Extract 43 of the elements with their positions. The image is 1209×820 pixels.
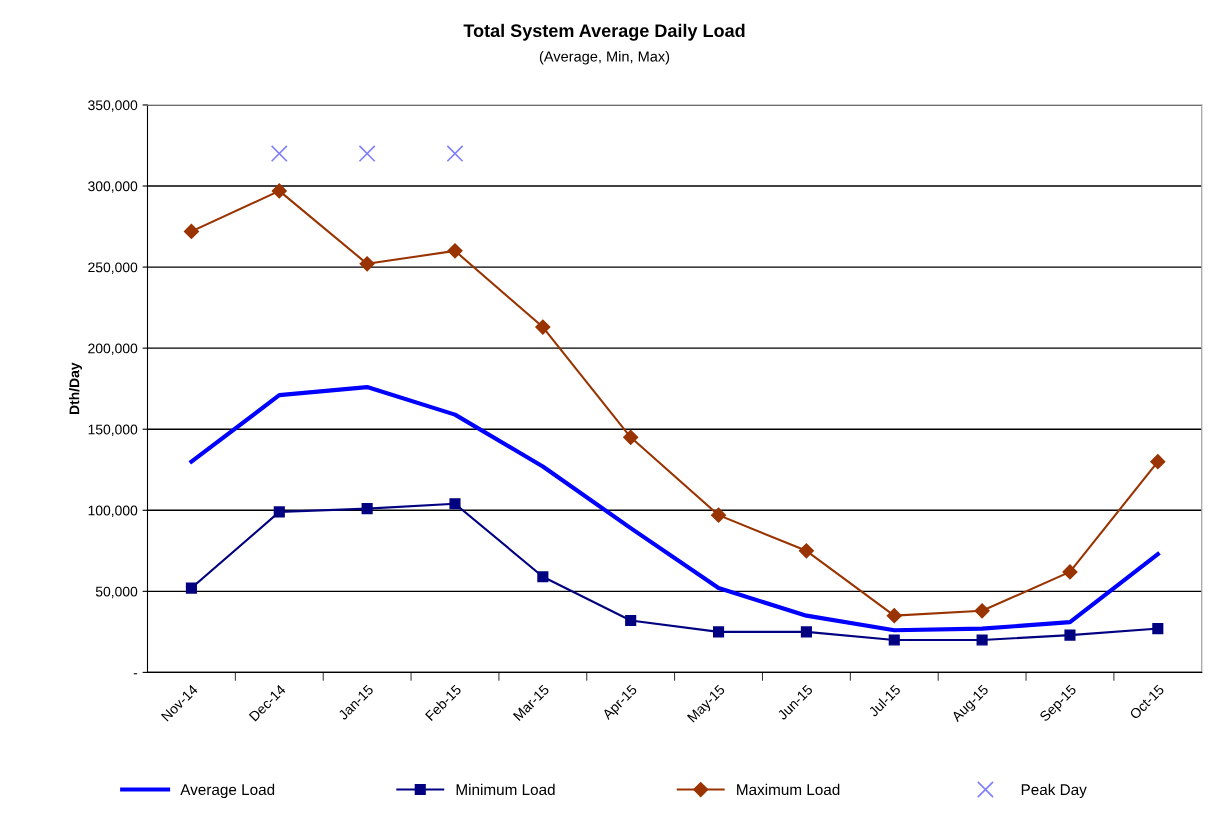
y-tick-label: 200,000: [88, 343, 138, 355]
y-axis-title: Dth/Day: [69, 362, 83, 414]
point: [535, 319, 551, 335]
point: [1150, 454, 1166, 470]
line-series: [189, 384, 1160, 633]
point: [358, 145, 376, 163]
legend-label: Average Load: [180, 783, 275, 799]
legend-label: Maximum Load: [737, 783, 840, 796]
point: [974, 603, 990, 619]
y-tick-label: 300,000: [88, 181, 138, 193]
legend-label: Minimum Load: [456, 783, 555, 796]
point: [625, 614, 637, 627]
point: [183, 223, 199, 239]
point: [273, 506, 285, 518]
point: [449, 498, 461, 510]
y-tick-label: 350,000: [88, 100, 138, 112]
y-tick-label: 150,000: [88, 424, 138, 437]
point: [976, 634, 988, 646]
y-tick-label: 100,000: [88, 505, 138, 518]
point: [888, 634, 900, 646]
point: [447, 243, 463, 259]
point: [361, 503, 373, 515]
point: [185, 582, 197, 594]
chart-subtitle: (Average, Min, Max): [539, 50, 670, 65]
point: [710, 507, 727, 523]
y-tick-label: -: [133, 673, 138, 675]
y-tick-label: 250,000: [88, 262, 138, 274]
y-tick-label: 50,000: [95, 586, 138, 599]
point: [271, 183, 287, 199]
point: [800, 626, 812, 638]
legend-label: Peak Day: [1021, 783, 1087, 799]
point: [1152, 623, 1164, 635]
point: [886, 608, 902, 624]
point: [798, 543, 814, 559]
point: [712, 626, 725, 638]
point: [270, 145, 288, 163]
chart-title: Total System Average Daily Load: [463, 23, 745, 41]
point: [1062, 564, 1078, 580]
point: [623, 429, 639, 445]
point: [359, 256, 375, 272]
point: [537, 571, 549, 583]
point: [1064, 629, 1076, 641]
point: [446, 145, 464, 163]
